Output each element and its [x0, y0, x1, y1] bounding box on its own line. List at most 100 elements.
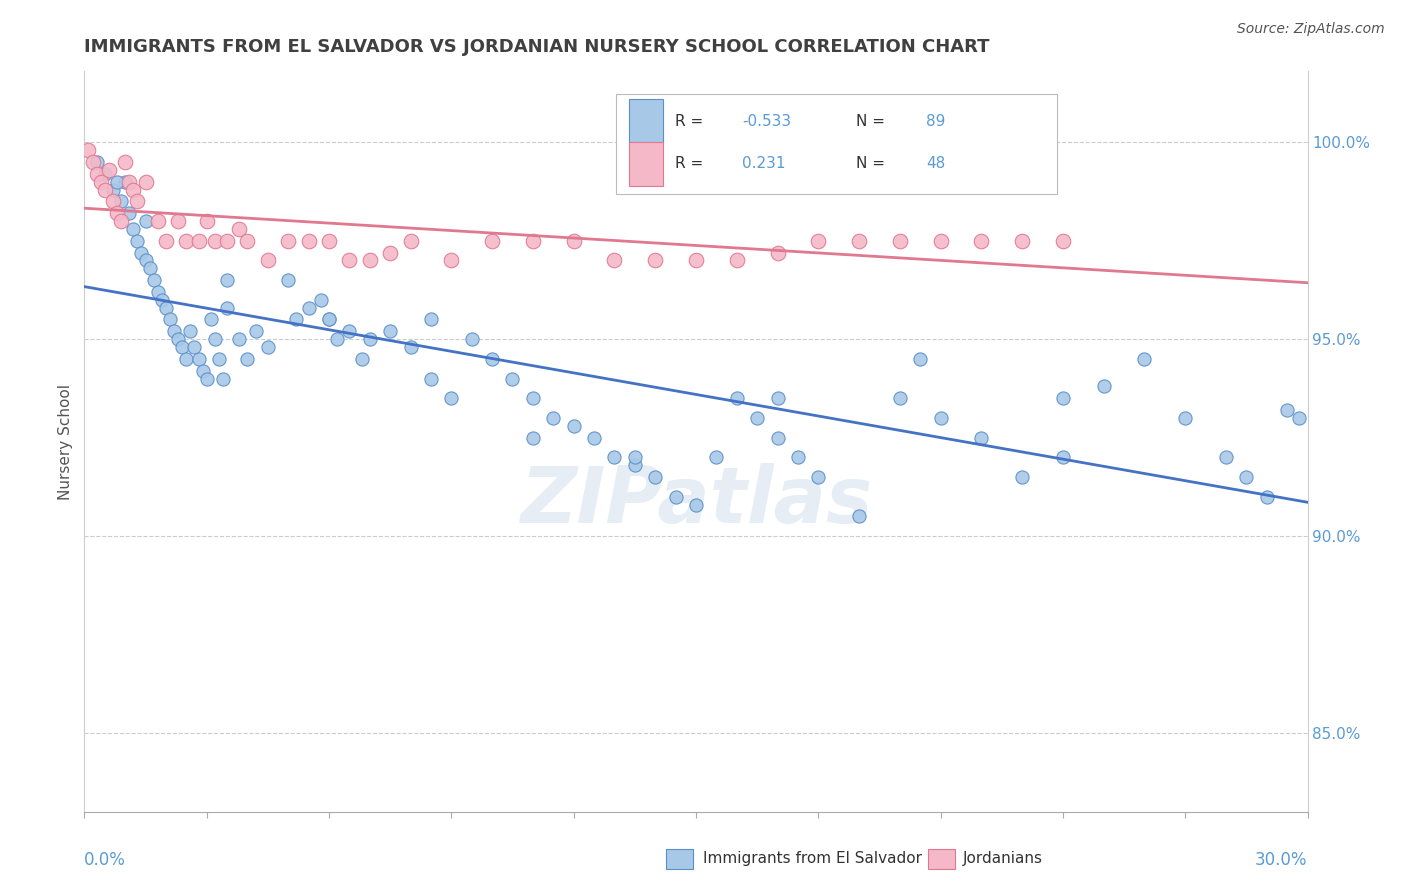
Point: [1256, 490, 1278, 504]
Point: [127, 194, 149, 209]
Point: [236, 351, 259, 366]
Point: [502, 371, 524, 385]
Point: [685, 498, 707, 512]
Point: [257, 340, 280, 354]
Point: [86, 167, 108, 181]
Point: [1011, 234, 1033, 248]
Point: [122, 182, 145, 196]
Point: [174, 234, 197, 248]
FancyBboxPatch shape: [628, 142, 664, 186]
Point: [90, 175, 112, 189]
Text: 48: 48: [927, 156, 945, 171]
Point: [766, 391, 789, 405]
Point: [1277, 403, 1299, 417]
Point: [1011, 470, 1033, 484]
Point: [1052, 234, 1074, 248]
Point: [583, 431, 606, 445]
Point: [1215, 450, 1237, 465]
Point: [440, 391, 463, 405]
Point: [110, 214, 132, 228]
Point: [135, 253, 157, 268]
Point: [359, 332, 381, 346]
Point: [562, 418, 585, 433]
Point: [155, 234, 177, 248]
Point: [848, 509, 870, 524]
Point: [138, 261, 160, 276]
FancyBboxPatch shape: [616, 94, 1057, 194]
Point: [142, 273, 165, 287]
Point: [105, 206, 128, 220]
Point: [217, 301, 239, 315]
Point: [685, 253, 707, 268]
Point: [665, 490, 688, 504]
Point: [179, 324, 201, 338]
Point: [101, 182, 124, 196]
Point: [174, 351, 197, 366]
Point: [163, 324, 186, 338]
Point: [146, 285, 169, 299]
Point: [543, 411, 565, 425]
Point: [339, 324, 361, 338]
Point: [603, 450, 626, 465]
Point: [910, 351, 932, 366]
Point: [339, 253, 361, 268]
Point: [277, 234, 299, 248]
Point: [82, 155, 104, 169]
FancyBboxPatch shape: [628, 100, 664, 144]
Point: [787, 450, 810, 465]
Text: 89: 89: [927, 114, 945, 129]
Point: [929, 234, 952, 248]
Point: [380, 245, 402, 260]
Point: [285, 312, 308, 326]
Y-axis label: Nursery School: Nursery School: [58, 384, 73, 500]
Point: [217, 273, 239, 287]
Point: [399, 234, 422, 248]
Point: [1052, 450, 1074, 465]
Point: [929, 411, 952, 425]
Point: [200, 312, 222, 326]
Point: [309, 293, 332, 307]
Point: [150, 293, 173, 307]
Point: [420, 371, 443, 385]
Text: Immigrants from El Salvador: Immigrants from El Salvador: [703, 851, 922, 865]
Point: [318, 234, 340, 248]
Point: [359, 253, 381, 268]
Text: ZIPatlas: ZIPatlas: [520, 463, 872, 539]
Point: [114, 155, 136, 169]
Point: [217, 234, 239, 248]
Text: 0.231: 0.231: [742, 156, 786, 171]
Point: [848, 234, 870, 248]
Point: [298, 301, 321, 315]
Point: [131, 245, 153, 260]
Point: [399, 340, 422, 354]
Point: [195, 214, 218, 228]
Point: [889, 391, 911, 405]
Point: [1236, 470, 1258, 484]
Point: [1288, 411, 1310, 425]
Text: Jordanians: Jordanians: [963, 851, 1043, 865]
Text: IMMIGRANTS FROM EL SALVADOR VS JORDANIAN NURSERY SCHOOL CORRELATION CHART: IMMIGRANTS FROM EL SALVADOR VS JORDANIAN…: [84, 38, 990, 56]
Point: [644, 253, 666, 268]
Point: [204, 332, 226, 346]
Point: [747, 411, 769, 425]
Point: [167, 332, 190, 346]
Point: [105, 175, 128, 189]
Point: [118, 175, 141, 189]
Text: 30.0%: 30.0%: [1256, 851, 1308, 869]
Point: [522, 431, 544, 445]
Point: [135, 214, 157, 228]
Point: [155, 301, 177, 315]
Point: [706, 450, 728, 465]
Point: [970, 431, 993, 445]
Point: [326, 332, 349, 346]
Point: [889, 234, 911, 248]
Text: R =: R =: [675, 156, 709, 171]
Point: [522, 234, 544, 248]
Point: [93, 182, 115, 196]
Point: [93, 167, 115, 181]
Point: [195, 371, 218, 385]
Point: [318, 312, 340, 326]
Text: -0.533: -0.533: [742, 114, 792, 129]
Point: [970, 234, 993, 248]
Point: [1052, 391, 1074, 405]
